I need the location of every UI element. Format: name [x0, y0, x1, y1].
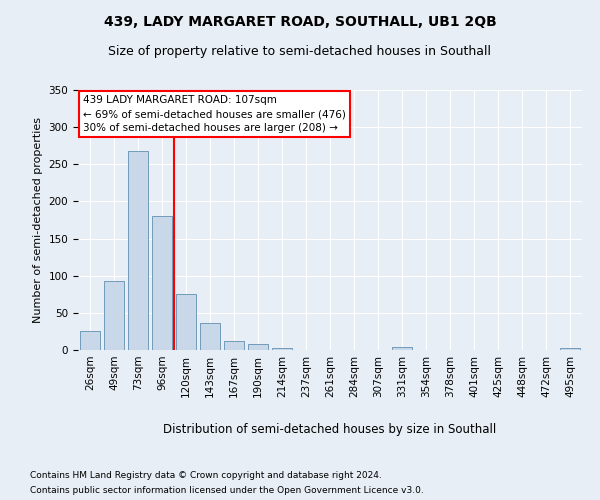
Text: Distribution of semi-detached houses by size in Southall: Distribution of semi-detached houses by … — [163, 422, 497, 436]
Bar — [392, 347, 412, 350]
Bar — [80, 332, 100, 350]
Text: 439, LADY MARGARET ROAD, SOUTHALL, UB1 2QB: 439, LADY MARGARET ROAD, SOUTHALL, UB1 2… — [104, 15, 496, 29]
Text: 439 LADY MARGARET ROAD: 107sqm
← 69% of semi-detached houses are smaller (476)
3: 439 LADY MARGARET ROAD: 107sqm ← 69% of … — [83, 95, 346, 133]
Text: Size of property relative to semi-detached houses in Southall: Size of property relative to semi-detach… — [109, 45, 491, 58]
Bar — [176, 294, 196, 350]
Bar — [560, 348, 580, 350]
Bar — [152, 216, 172, 350]
Bar — [200, 322, 220, 350]
Bar — [104, 281, 124, 350]
Y-axis label: Number of semi-detached properties: Number of semi-detached properties — [33, 117, 43, 323]
Bar — [272, 348, 292, 350]
Text: Contains public sector information licensed under the Open Government Licence v3: Contains public sector information licen… — [30, 486, 424, 495]
Bar — [128, 151, 148, 350]
Bar — [248, 344, 268, 350]
Text: Contains HM Land Registry data © Crown copyright and database right 2024.: Contains HM Land Registry data © Crown c… — [30, 471, 382, 480]
Bar — [224, 341, 244, 350]
